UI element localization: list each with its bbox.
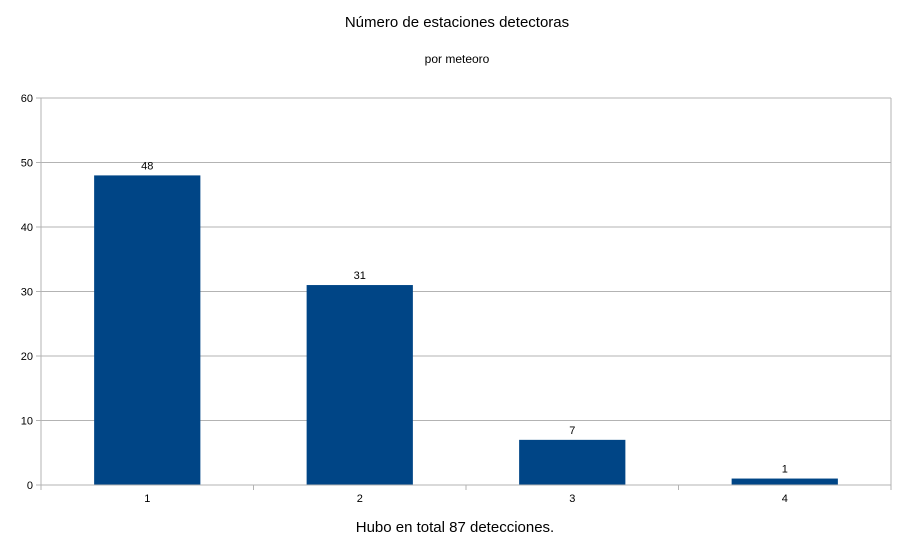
bar-1 — [94, 175, 201, 485]
bar-2 — [306, 285, 413, 485]
data-label: 1 — [782, 464, 788, 476]
bars — [94, 175, 838, 485]
y-tick-label: 10 — [21, 416, 33, 428]
data-label: 48 — [141, 160, 153, 172]
data-label: 31 — [354, 270, 366, 282]
y-tick-label: 40 — [21, 222, 33, 234]
x-tick-label: 4 — [782, 493, 788, 505]
y-tick-label: 30 — [21, 287, 33, 299]
y-tick-label: 60 — [21, 93, 33, 105]
y-axis-ticks: 0 10 20 30 40 50 60 — [21, 93, 41, 492]
y-tick-label: 50 — [21, 158, 33, 170]
bar-3 — [519, 439, 626, 485]
data-labels: 48 31 7 1 — [141, 160, 788, 475]
x-tick-label: 2 — [357, 493, 363, 505]
y-tick-label: 20 — [21, 351, 33, 363]
x-axis-ticks: 1 2 3 4 — [40, 485, 892, 505]
axes — [40, 98, 892, 486]
bar-4 — [731, 478, 838, 485]
chart-subtitle: por meteoro — [425, 52, 490, 66]
x-tick-label: 3 — [569, 493, 575, 505]
y-tick-label: 0 — [27, 480, 33, 492]
data-label: 7 — [569, 425, 575, 437]
x-axis-label: Hubo en total 87 detecciones. — [356, 519, 554, 536]
x-tick-label: 1 — [144, 493, 150, 505]
chart-title: Número de estaciones detectoras — [345, 14, 569, 31]
